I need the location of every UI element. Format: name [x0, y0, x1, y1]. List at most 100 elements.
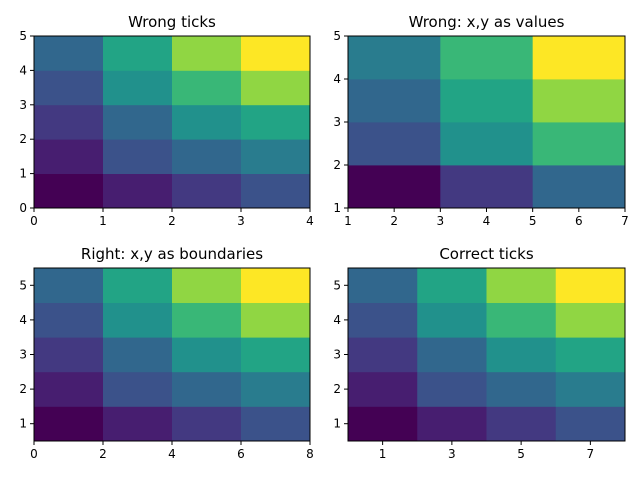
- heatmap-cell: [172, 371, 242, 407]
- y-tick-label: 3: [333, 348, 341, 362]
- heatmap-cell: [34, 406, 104, 442]
- heatmap-cells: [34, 268, 311, 442]
- heatmap-cell: [103, 302, 173, 338]
- x-tick-label: 3: [448, 447, 456, 461]
- y-tick-label: 2: [19, 132, 27, 146]
- heatmap-cell: [34, 268, 104, 303]
- heatmap-cell: [34, 337, 104, 373]
- x-tick-label: 7: [621, 214, 629, 228]
- x-tick-label: 4: [306, 214, 314, 228]
- heatmap-cell: [172, 70, 242, 106]
- heatmap-cell: [103, 70, 173, 106]
- x-tick-label: 2: [168, 214, 176, 228]
- heatmap-cell: [532, 79, 626, 123]
- heatmap-cell: [555, 406, 626, 442]
- heatmap-cell: [34, 36, 104, 71]
- heatmap-cell: [172, 268, 242, 303]
- heatmap-cell: [486, 268, 557, 303]
- heatmap-cell: [348, 165, 441, 209]
- x-tick-label: 5: [529, 214, 537, 228]
- heatmap-cell: [440, 36, 534, 80]
- y-tick-label: 4: [333, 313, 341, 327]
- heatmap-cell: [103, 337, 173, 373]
- y-tick-label: 2: [333, 382, 341, 396]
- heatmap-cell: [34, 139, 104, 174]
- y-tick-label: 4: [19, 63, 27, 77]
- y-tick-label: 2: [19, 382, 27, 396]
- heatmap-cell: [241, 139, 311, 174]
- y-tick-label: 1: [19, 167, 27, 181]
- y-tick-label: 0: [19, 201, 27, 215]
- heatmap-cell: [103, 268, 173, 303]
- x-tick-label: 2: [99, 447, 107, 461]
- heatmap-cell: [486, 337, 557, 373]
- heatmap-cells: [34, 36, 311, 209]
- x-tick-label: 8: [306, 447, 314, 461]
- heatmap-cell: [241, 70, 311, 106]
- y-tick-label: 5: [19, 278, 27, 292]
- heatmap-cell: [486, 302, 557, 338]
- heatmap-cells: [348, 36, 626, 209]
- heatmap-cell: [241, 302, 311, 338]
- heatmap-cell: [348, 79, 441, 123]
- heatmap-cell: [532, 165, 626, 209]
- heatmap-cell: [241, 173, 311, 209]
- heatmap-cell: [417, 406, 487, 442]
- heatmap-cell: [172, 139, 242, 174]
- heatmap-cell: [172, 337, 242, 373]
- y-tick-label: 3: [333, 115, 341, 129]
- heatmap-cell: [417, 268, 487, 303]
- heatmap-cell: [172, 104, 242, 140]
- heatmap-cell: [440, 165, 534, 209]
- heatmap-cell: [34, 173, 104, 209]
- heatmap-cell: [103, 104, 173, 140]
- y-tick-label: 3: [19, 348, 27, 362]
- heatmap-cell: [532, 122, 626, 166]
- x-tick-label: 6: [575, 214, 583, 228]
- heatmap-cell: [103, 371, 173, 407]
- subplot-title: Wrong ticks: [128, 13, 216, 31]
- heatmap-cell: [555, 371, 626, 407]
- y-tick-label: 5: [19, 29, 27, 43]
- x-tick-label: 3: [437, 214, 445, 228]
- heatmap-cell: [241, 268, 311, 303]
- subplot-title: Correct ticks: [439, 245, 533, 263]
- heatmap-cell: [34, 104, 104, 140]
- heatmap-cell: [348, 371, 418, 407]
- heatmap-cell: [348, 268, 418, 303]
- y-tick-label: 5: [333, 278, 341, 292]
- subplot-1: 0 1 2 3 4 0 1 2 3 4 5 Wrong ticks: [19, 13, 313, 228]
- x-tick-label: 3: [237, 214, 245, 228]
- heatmap-cell: [348, 36, 441, 80]
- heatmap-cell: [348, 122, 441, 166]
- x-tick-label: 1: [99, 214, 107, 228]
- heatmap-cell: [555, 268, 626, 303]
- heatmap-cell: [348, 337, 418, 373]
- y-tick-label: 4: [19, 313, 27, 327]
- heatmap-cell: [172, 406, 242, 442]
- heatmap-cells: [348, 268, 626, 442]
- x-tick-label: 1: [344, 214, 352, 228]
- x-tick-label: 4: [168, 447, 176, 461]
- x-tick-label: 0: [30, 447, 38, 461]
- heatmap-cell: [103, 139, 173, 174]
- heatmap-cell: [103, 406, 173, 442]
- heatmap-cell: [103, 173, 173, 209]
- heatmap-cell: [241, 371, 311, 407]
- heatmap-cell: [172, 173, 242, 209]
- heatmap-cell: [34, 371, 104, 407]
- subplot-title: Wrong: x,y as values: [409, 13, 565, 31]
- heatmap-cell: [348, 406, 418, 442]
- heatmap-cell: [241, 104, 311, 140]
- heatmap-cell: [440, 122, 534, 166]
- y-tick-label: 1: [333, 417, 341, 431]
- x-tick-label: 1: [379, 447, 387, 461]
- heatmap-cell: [486, 371, 557, 407]
- subplot-2: 1 2 3 4 5 6 7 1 2 3 4 5 Wrong: x,y as values: [333, 13, 628, 228]
- x-tick-label: 5: [517, 447, 525, 461]
- heatmap-cell: [34, 70, 104, 106]
- x-tick-label: 2: [390, 214, 398, 228]
- y-tick-label: 1: [333, 201, 341, 215]
